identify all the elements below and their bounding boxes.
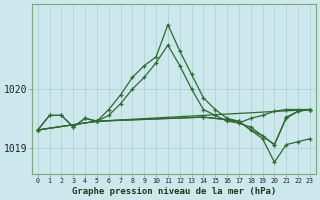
X-axis label: Graphe pression niveau de la mer (hPa): Graphe pression niveau de la mer (hPa) (72, 187, 276, 196)
